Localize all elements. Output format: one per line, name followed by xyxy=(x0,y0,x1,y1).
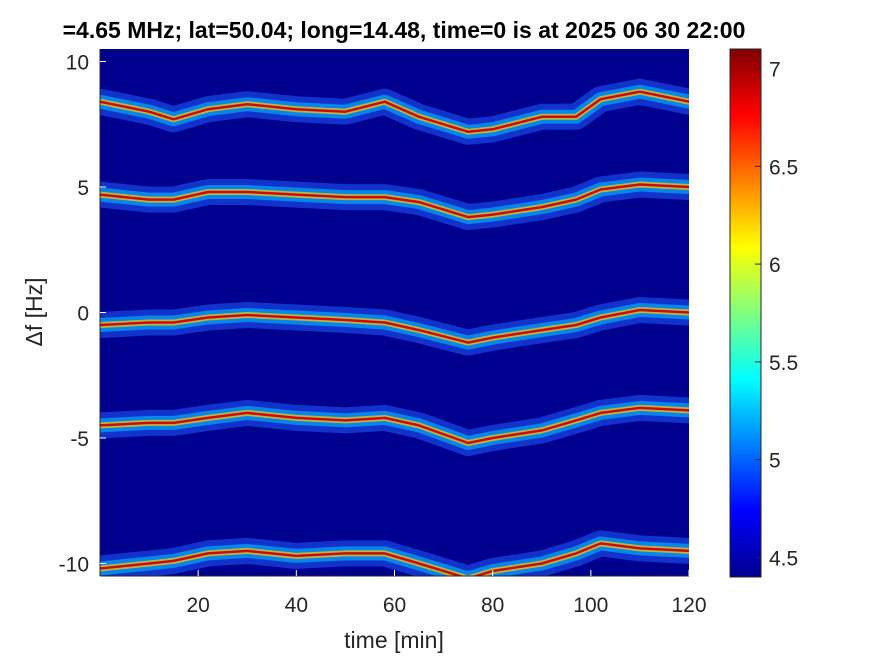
colorbar-tick-label: 5.5 xyxy=(769,352,798,375)
y-axis-label: Δf [Hz] xyxy=(21,277,47,346)
x-tick-label: 80 xyxy=(481,594,504,617)
y-tick-label: -10 xyxy=(59,553,89,576)
plot-area xyxy=(100,49,689,576)
colorbar-gradient xyxy=(729,48,762,578)
spectrogram-traces xyxy=(100,78,689,576)
y-tick-label: 10 xyxy=(66,52,89,75)
y-axis: 10 5 0 -5 -10 xyxy=(59,49,106,576)
trace-core-1 xyxy=(100,183,689,219)
colorbar-ticks: 7 6.5 6 5.5 5 4.5 xyxy=(755,59,798,570)
x-axis-label: time [min] xyxy=(344,627,444,653)
x-tick-label: 100 xyxy=(573,594,608,617)
x-tick-label: 40 xyxy=(285,594,308,617)
colorbar-tick-label: 6.5 xyxy=(769,156,798,179)
y-tick-label: 0 xyxy=(77,303,89,326)
trace-core-0 xyxy=(100,90,689,134)
colorbar: 7 6.5 6 5.5 5 4.5 xyxy=(729,48,798,578)
colorbar-tick-label: 7 xyxy=(769,59,781,82)
y-tick-label: -5 xyxy=(70,428,89,451)
x-tick-label: 20 xyxy=(186,594,209,617)
x-tick-label: 120 xyxy=(671,594,706,617)
trace-core-3 xyxy=(100,406,689,445)
trace-core-4 xyxy=(100,542,689,576)
colorbar-tick-label: 6 xyxy=(769,254,781,277)
colorbar-tick-label: 4.5 xyxy=(769,547,798,570)
x-axis: 20 40 60 80 100 120 xyxy=(100,570,707,617)
y-tick-label: 5 xyxy=(77,177,89,200)
colorbar-tick-label: 5 xyxy=(769,450,781,473)
trace-core-2 xyxy=(100,308,689,344)
x-tick-label: 60 xyxy=(383,594,406,617)
chart-title: =4.65 MHz; lat=50.04; long=14.48, time=0… xyxy=(63,17,746,43)
